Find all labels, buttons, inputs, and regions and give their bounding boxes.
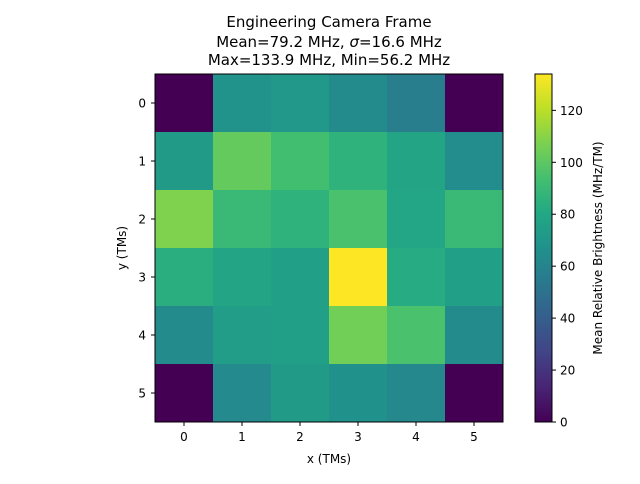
heatmap-cell: [445, 248, 504, 307]
heatmap-cell: [271, 248, 330, 307]
heatmap-cell: [213, 132, 272, 191]
heatmap-cell: [387, 74, 446, 133]
heatmap-cell: [329, 74, 388, 133]
chart-title-line-2: Mean=79.2 MHz, σ=16.6 MHz: [216, 33, 442, 51]
y-tick-label: 0: [138, 97, 146, 111]
heatmap-cell: [271, 132, 330, 191]
heatmap-cell: [155, 248, 214, 307]
heatmap-cell: [213, 364, 272, 423]
x-tick-label: 5: [470, 430, 478, 444]
heatmap-cell: [329, 190, 388, 249]
heatmap-cell: [155, 74, 214, 133]
heatmap-cell: [387, 132, 446, 191]
y-tick-label: 2: [138, 213, 146, 227]
heatmap-cell: [445, 364, 504, 423]
heatmap-cell: [387, 248, 446, 307]
heatmap-cell: [155, 190, 214, 249]
heatmap-cell: [445, 132, 504, 191]
colorbar-tick-label: 60: [560, 260, 575, 274]
heatmap-cell: [387, 190, 446, 249]
colorbar-tick-label: 20: [560, 364, 575, 378]
heatmap-cell: [387, 306, 446, 365]
x-tick-label: 3: [354, 430, 362, 444]
colorbar-ticks: 0 20 40 60 80 100 120: [552, 104, 583, 430]
heatmap-cell: [213, 74, 272, 133]
heatmap-cell: [271, 74, 330, 133]
heatmap-cell: [271, 364, 330, 423]
heatmap-cell: [213, 306, 272, 365]
colorbar-tick-label: 0: [560, 416, 568, 430]
heatmap-cell: [445, 74, 504, 133]
heatmap-cell: [155, 132, 214, 191]
heatmap-cell: [271, 190, 330, 249]
y-tick-label: 3: [138, 271, 146, 285]
heatmap-cell: [329, 364, 388, 423]
x-axis-ticks: 0 1 2 3 4 5: [180, 422, 478, 444]
y-axis-label: y (TMs): [115, 226, 129, 270]
colorbar-label: Mean Relative Brightness (MHz/TM): [591, 141, 605, 354]
chart-title-line-1: Engineering Camera Frame: [226, 13, 431, 31]
y-tick-label: 1: [138, 155, 146, 169]
y-tick-label: 5: [138, 387, 146, 401]
heatmap-cells: [155, 74, 504, 423]
chart-title-line-3: Max=133.9 MHz, Min=56.2 MHz: [208, 51, 450, 69]
heatmap-cell: [155, 364, 214, 423]
x-tick-label: 0: [180, 430, 188, 444]
x-axis-label: x (TMs): [307, 452, 351, 466]
x-tick-label: 1: [238, 430, 246, 444]
x-tick-label: 4: [412, 430, 420, 444]
heatmap-cell: [445, 190, 504, 249]
heatmap-cell: [329, 306, 388, 365]
heatmap-cell: [213, 248, 272, 307]
x-tick-label: 2: [296, 430, 304, 444]
colorbar-tick-label: 80: [560, 208, 575, 222]
heatmap-cell: [155, 306, 214, 365]
y-axis-ticks: 0 1 2 3 4 5: [138, 97, 155, 401]
heatmap-cell: [445, 306, 504, 365]
heatmap-cell: [329, 132, 388, 191]
heatmap-cell: [329, 248, 388, 307]
colorbar-tick-label: 100: [560, 156, 583, 170]
heatmap-cell: [271, 306, 330, 365]
colorbar: [534, 73, 553, 423]
colorbar-tick-label: 40: [560, 312, 575, 326]
heatmap-cell: [387, 364, 446, 423]
y-tick-label: 4: [138, 329, 146, 343]
colorbar-tick-label: 120: [560, 104, 583, 118]
heatmap-cell: [213, 190, 272, 249]
plot-frame: [154, 73, 504, 423]
